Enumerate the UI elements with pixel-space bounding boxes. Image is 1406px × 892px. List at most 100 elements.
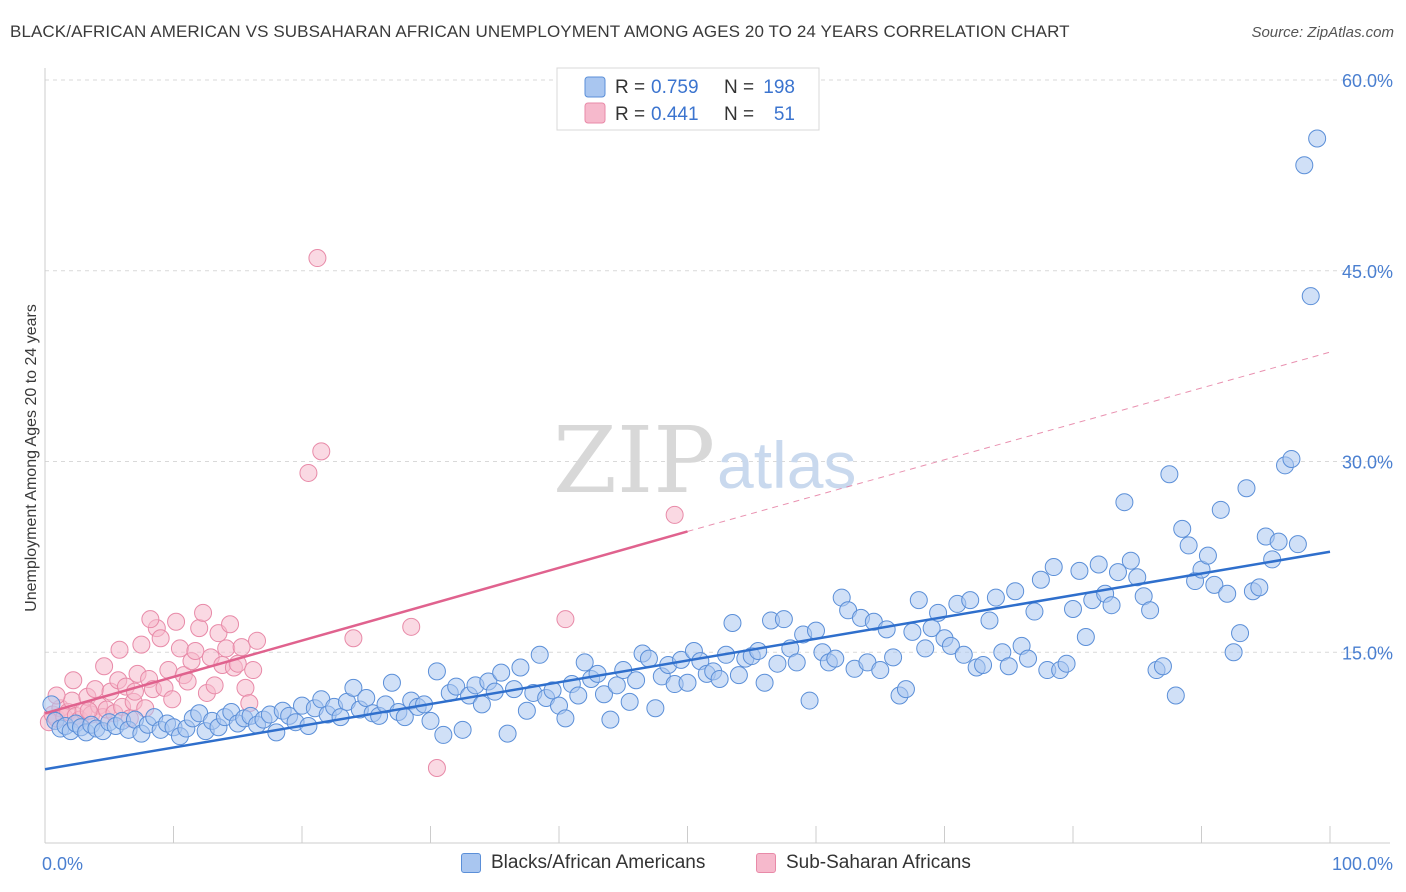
bottom-legend-label-black: Blacks/African Americans (491, 852, 706, 873)
watermark-atlas: atlas (717, 428, 856, 502)
point-sub-saharan (299, 463, 318, 482)
y-tick-label: 45.0% (1342, 262, 1393, 282)
trend-lines (44, 351, 1331, 771)
point-sub-saharan (556, 610, 575, 629)
bottom-legend-item-black[interactable]: Blacks/African Americans (461, 852, 705, 874)
point-black (575, 653, 594, 672)
point-black (1115, 493, 1134, 512)
point-black (1160, 465, 1179, 484)
y-axis-title: Unemployment Among Ages 20 to 24 years (23, 304, 40, 612)
point-black (800, 691, 819, 710)
point-sub-saharan (194, 603, 213, 622)
point-black (1218, 584, 1237, 603)
point-black (749, 641, 768, 660)
point-black (755, 673, 774, 692)
point-sub-saharan (190, 619, 209, 638)
point-black (530, 645, 549, 664)
point-black (1108, 563, 1127, 582)
x-tick-label: 0.0% (42, 854, 83, 874)
point-black (601, 710, 620, 729)
point-black (646, 699, 665, 718)
bottom-legend-label-subsaharan: Sub-Saharan Africans (786, 852, 971, 873)
point-black (916, 639, 935, 658)
point-black (954, 645, 973, 664)
point-black (1031, 570, 1050, 589)
point-sub-saharan (236, 678, 255, 697)
point-black (1237, 479, 1256, 498)
point-black (639, 649, 658, 668)
legend-r-label-2: R = (615, 104, 645, 125)
point-black (826, 649, 845, 668)
point-black (723, 614, 742, 633)
point-black (511, 658, 530, 677)
point-black (1102, 596, 1121, 615)
point-black (434, 725, 453, 744)
y-tick-label: 60.0% (1342, 71, 1393, 91)
point-black (447, 677, 466, 696)
point-black (627, 671, 646, 690)
point-black (1089, 555, 1108, 574)
point-sub-saharan (427, 758, 446, 777)
point-black (569, 686, 588, 705)
source-label: Source: ZipAtlas.com (1251, 24, 1394, 41)
bottom-legend-item-subsaharan[interactable]: Sub-Saharan Africans (756, 852, 971, 874)
point-sub-saharan (248, 631, 267, 650)
point-black (543, 681, 562, 700)
point-black (787, 653, 806, 672)
point-black (1224, 643, 1243, 662)
gridlines (45, 79, 1390, 653)
point-black (1250, 578, 1269, 597)
point-black (678, 673, 697, 692)
y-tick-labels: 15.0% 30.0% 45.0% 60.0% (1342, 71, 1393, 663)
trend-line-sub-saharan (44, 530, 688, 715)
point-sub-saharan (402, 617, 421, 636)
point-black (1057, 654, 1076, 673)
point-sub-saharan (221, 615, 240, 634)
point-black (974, 655, 993, 674)
point-black (1006, 582, 1025, 601)
point-black (1308, 129, 1327, 148)
trend-line-black (44, 550, 1331, 771)
y-tick-label: 30.0% (1342, 453, 1393, 473)
trend-line-sub-saharan-extended (687, 351, 1331, 532)
point-black (472, 695, 491, 714)
point-black (556, 709, 575, 728)
point-black (710, 669, 729, 688)
point-sub-saharan (141, 610, 160, 629)
point-black (774, 610, 793, 629)
point-sub-saharan (205, 676, 224, 695)
point-sub-saharan (312, 442, 331, 461)
legend-swatch-pink (584, 102, 606, 124)
point-black (980, 611, 999, 630)
point-sub-saharan (110, 640, 129, 659)
point-black (877, 620, 896, 639)
point-black (620, 692, 639, 711)
point-black (961, 591, 980, 610)
legend-r-value-1: 0.759 (651, 77, 699, 98)
point-sub-saharan (344, 629, 363, 648)
legend-r-value-2: 0.441 (651, 104, 699, 125)
point-sub-saharan (86, 680, 105, 699)
point-black (1288, 535, 1307, 554)
point-black (594, 685, 613, 704)
point-black (357, 689, 376, 708)
legend-n-label-1: N = (724, 77, 754, 98)
point-sub-saharan (665, 505, 684, 524)
point-black (871, 661, 890, 680)
point-sub-saharan (308, 249, 327, 268)
legend-swatch-subsaharan (756, 853, 776, 873)
point-black (903, 622, 922, 641)
legend-swatch-blue (584, 76, 606, 98)
point-sub-saharan (95, 657, 114, 676)
point-black (1179, 536, 1198, 555)
watermark-zip: ZIP (553, 407, 715, 514)
point-black (1173, 519, 1192, 538)
point-black (1282, 449, 1301, 468)
point-black (453, 720, 472, 739)
watermark: ZIP atlas (553, 407, 856, 514)
point-black (768, 654, 787, 673)
point-black (896, 680, 915, 699)
point-black (1301, 287, 1320, 306)
point-sub-saharan (232, 638, 251, 657)
